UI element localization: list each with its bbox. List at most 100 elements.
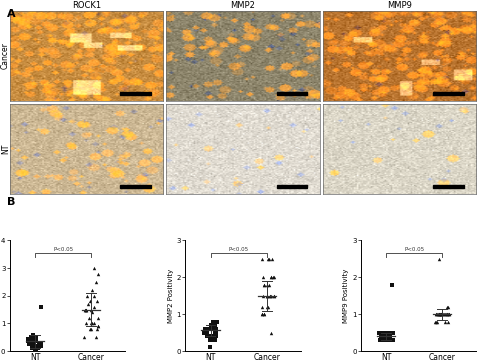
Point: [264, 256, 272, 262]
Point: [33, 343, 41, 349]
Point: [27, 341, 35, 347]
Point: [32, 347, 39, 353]
Point: [28, 345, 36, 351]
Point: [210, 323, 218, 328]
Point: [431, 319, 438, 324]
Point: [26, 340, 34, 346]
Point: [90, 293, 98, 299]
Point: [377, 333, 384, 339]
Point: [435, 311, 443, 317]
Point: [269, 274, 277, 280]
Point: [212, 326, 220, 332]
Point: [206, 333, 214, 339]
Point: [85, 326, 93, 332]
Y-axis label: MMP9 Positivity: MMP9 Positivity: [343, 269, 348, 323]
Point: [436, 311, 444, 317]
Title: MMP9: MMP9: [386, 1, 411, 10]
Point: [213, 319, 220, 324]
Text: P<0.05: P<0.05: [403, 247, 423, 252]
Y-axis label: NT: NT: [1, 143, 10, 154]
Point: [206, 323, 214, 328]
Point: [27, 334, 35, 340]
Point: [436, 311, 444, 317]
Point: [384, 333, 392, 339]
Point: [37, 340, 45, 346]
Point: [432, 311, 440, 317]
Point: [383, 330, 390, 336]
Point: [268, 274, 276, 280]
Point: [30, 340, 38, 346]
Point: [207, 337, 215, 343]
Title: MMP2: MMP2: [230, 1, 255, 10]
Point: [388, 330, 396, 336]
Point: [260, 311, 267, 317]
Point: [24, 337, 32, 343]
Point: [264, 282, 272, 288]
Point: [211, 330, 219, 336]
Title: ROCK1: ROCK1: [72, 1, 101, 10]
Point: [35, 340, 43, 346]
Point: [203, 333, 211, 339]
Y-axis label: Cancer: Cancer: [1, 42, 10, 69]
Point: [258, 311, 265, 317]
Point: [208, 319, 216, 324]
Point: [94, 323, 101, 329]
Point: [27, 337, 35, 343]
Point: [29, 332, 37, 337]
Point: [381, 333, 389, 339]
Point: [28, 344, 36, 350]
Point: [203, 326, 210, 332]
Point: [267, 274, 275, 280]
Point: [82, 307, 90, 312]
Point: [376, 330, 384, 336]
Point: [383, 337, 390, 343]
Point: [438, 311, 446, 317]
Point: [437, 311, 444, 317]
Point: [442, 311, 450, 317]
Point: [82, 307, 90, 312]
Point: [381, 337, 389, 343]
Point: [259, 293, 267, 299]
Point: [34, 345, 41, 351]
Point: [208, 326, 216, 332]
Point: [90, 265, 98, 271]
Text: P<0.05: P<0.05: [53, 247, 73, 252]
Point: [210, 323, 217, 328]
Point: [92, 334, 99, 340]
Point: [259, 274, 267, 280]
Point: [381, 333, 388, 339]
Point: [386, 333, 394, 339]
Point: [387, 337, 395, 343]
Point: [87, 321, 95, 327]
Point: [30, 334, 38, 340]
Point: [259, 282, 267, 288]
Point: [385, 333, 393, 339]
Point: [259, 311, 267, 317]
Point: [200, 330, 207, 336]
Point: [436, 311, 444, 317]
Point: [37, 304, 45, 310]
Point: [431, 311, 439, 317]
Bar: [120, 92, 151, 96]
Point: [94, 323, 102, 329]
Point: [83, 293, 91, 299]
Point: [211, 323, 218, 328]
Point: [266, 274, 274, 280]
Point: [81, 307, 89, 312]
Point: [85, 315, 93, 321]
Point: [379, 333, 387, 339]
Point: [440, 311, 448, 317]
Point: [263, 304, 271, 310]
Point: [257, 311, 265, 317]
Point: [32, 343, 39, 349]
Point: [207, 326, 215, 332]
Point: [209, 333, 216, 339]
Point: [384, 337, 392, 343]
Point: [94, 315, 101, 321]
Point: [375, 330, 383, 336]
Point: [264, 304, 272, 310]
Point: [434, 311, 442, 317]
Point: [388, 337, 396, 343]
Point: [266, 330, 274, 336]
Point: [260, 282, 267, 288]
